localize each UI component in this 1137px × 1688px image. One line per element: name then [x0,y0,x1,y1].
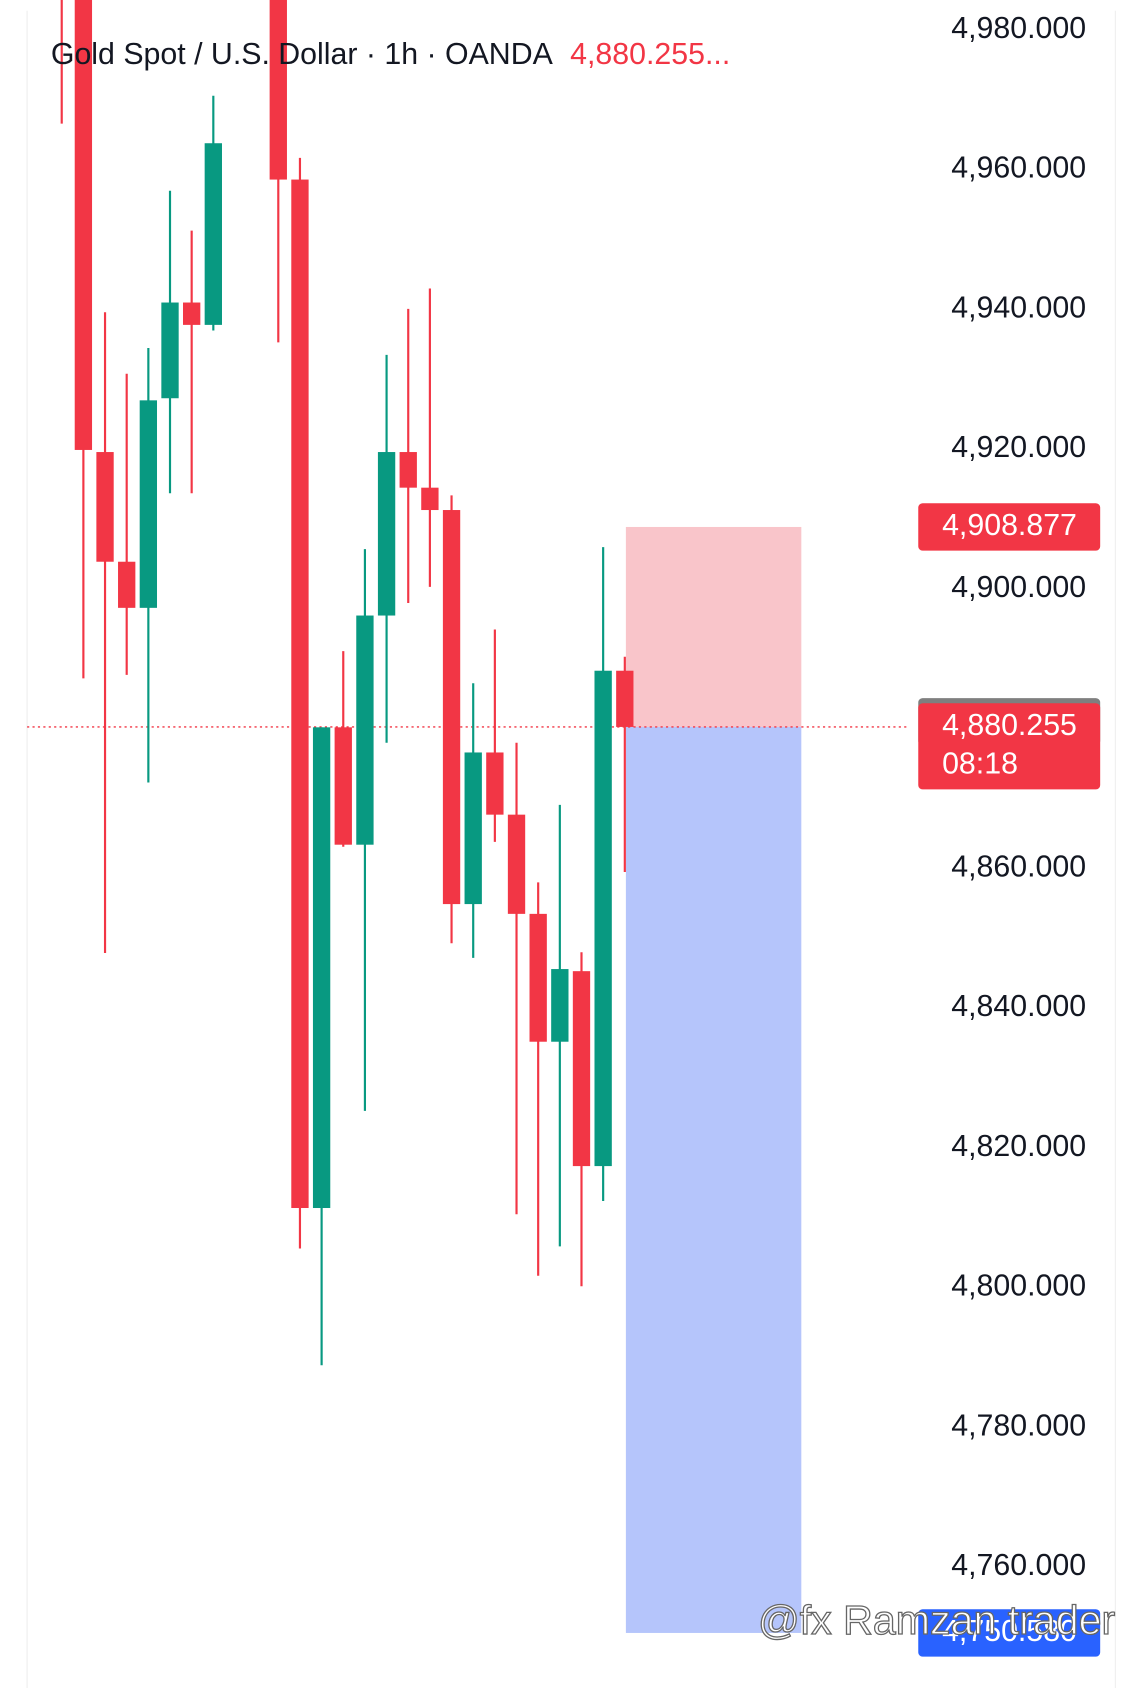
candle-body [464,752,482,905]
candle-body [183,302,201,325]
candle-body [139,400,158,608]
candle-body [118,561,136,608]
y-tick-label: 4,980.000 [951,12,1086,45]
y-tick-label: 4,780.000 [951,1409,1086,1442]
watermark: @fx Ramzan trader [758,1597,1115,1643]
candle-body [377,452,396,616]
candle-body [442,510,461,905]
candle-body [291,179,309,1209]
y-tick-label: 4,920.000 [951,431,1086,464]
title-price: 4,880.255... [570,38,730,71]
chart-title: Gold Spot / U.S. Dollar · 1h · OANDA [51,38,554,71]
candle-body [399,452,417,488]
candle-body [421,487,439,511]
candle-body [161,302,179,399]
y-tick-label: 4,860.000 [951,850,1086,883]
candle-body [507,814,526,914]
candle-body [269,0,287,180]
candle-body [551,969,569,1042]
price-axis: 4,760.000 4,780.000 4,800.000 4,820.000 4,84… [918,12,1101,1657]
y-tick-label: 4,940.000 [951,292,1086,325]
y-tick-label: 4,820.000 [951,1130,1086,1163]
y-tick-label: 4,760.000 [951,1549,1086,1582]
y-tick-label: 4,900.000 [951,571,1086,604]
candle-body [356,615,374,845]
y-tick-label: 4,840.000 [951,990,1086,1023]
candle-body [74,0,93,450]
y-tick-label: 4,800.000 [951,1270,1086,1303]
candle-body [96,452,114,562]
price-label: 4,908.877 [942,509,1077,542]
candle-body [204,143,222,325]
price-label-box [918,503,1101,551]
candle-body [572,971,591,1167]
y-tick-label: 4,960.000 [951,152,1086,185]
price-label-box [918,1609,1101,1657]
price-label-box [918,703,1101,790]
candle-body [312,727,331,1209]
plot-area [27,0,910,1633]
candle-body [529,913,547,1042]
candle-body [486,752,504,815]
price-label: 4,750.580 [942,1615,1077,1648]
price-label: 4,880.255 [942,709,1077,742]
candle-body [616,670,634,727]
candle-body [334,727,352,845]
target-zone [625,726,802,1633]
candle-body [594,670,612,1167]
stop-zone [625,526,802,727]
price-label-time: 08:18 [942,748,1018,781]
